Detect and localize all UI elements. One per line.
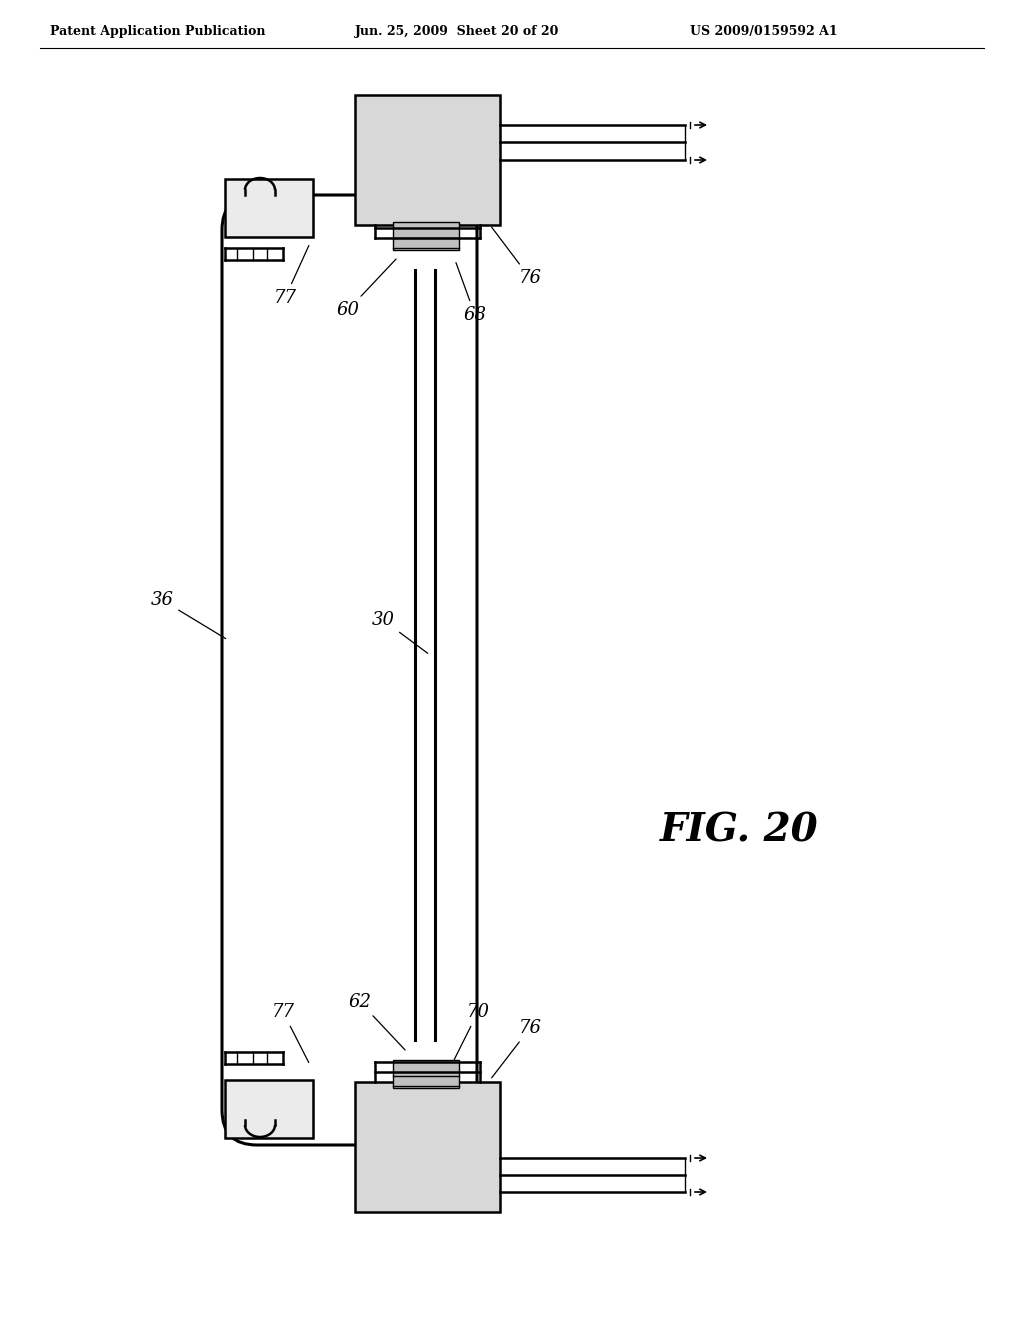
Text: 30: 30 (372, 611, 428, 653)
Bar (355, 95, 500, 224)
Text: 76: 76 (492, 1019, 542, 1078)
Text: 36: 36 (151, 591, 225, 639)
Text: Patent Application Publication: Patent Application Publication (50, 25, 265, 38)
Bar (393, 222, 459, 249)
Text: 62: 62 (348, 993, 406, 1049)
Text: 70: 70 (455, 1003, 489, 1060)
Text: 60: 60 (337, 259, 396, 319)
Bar (393, 1060, 459, 1088)
Text: Jun. 25, 2009  Sheet 20 of 20: Jun. 25, 2009 Sheet 20 of 20 (355, 25, 559, 38)
Text: FIG. 20: FIG. 20 (660, 810, 818, 849)
FancyBboxPatch shape (222, 195, 477, 1144)
Bar (225, 1080, 313, 1138)
Text: 68: 68 (456, 263, 486, 323)
Bar (355, 1082, 500, 1212)
Text: US 2009/0159592 A1: US 2009/0159592 A1 (690, 25, 838, 38)
Bar (225, 180, 313, 238)
Text: 77: 77 (271, 1003, 309, 1063)
Text: 76: 76 (492, 227, 542, 286)
Text: 77: 77 (273, 246, 309, 308)
